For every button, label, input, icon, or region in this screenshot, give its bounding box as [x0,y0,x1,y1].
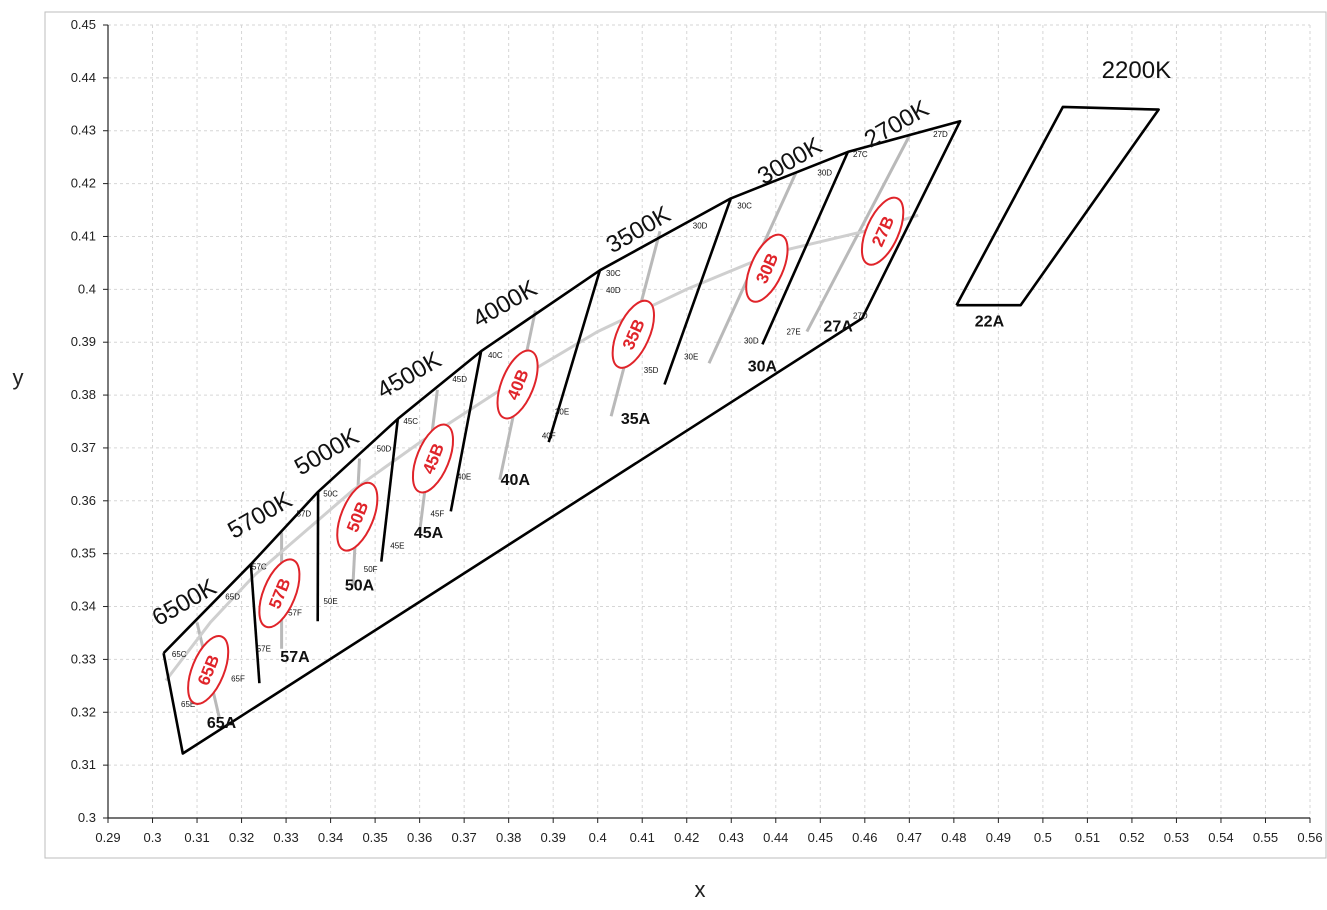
x-tick-label: 0.56 [1297,830,1322,845]
bin-a-label: 57A [280,649,310,666]
cct-label: 2200K [1102,57,1171,84]
sub-bin-label: 27E [786,327,800,336]
sub-bin-label: 30D [817,169,832,178]
sub-bin-label: 45E [390,541,404,550]
x-tick-label: 0.53 [1164,830,1189,845]
y-tick-label: 0.36 [71,493,96,508]
x-tick-label: 0.33 [273,830,298,845]
x-axis-title: x [695,877,706,902]
x-tick-label: 0.32 [229,830,254,845]
sub-bin-label: 30D [693,222,708,231]
sub-bin-label: 45C [403,417,418,426]
sub-bin-label: 30E [684,353,698,362]
bin-outline [957,107,1159,305]
y-tick-label: 0.43 [71,123,96,138]
x-tick-label: 0.49 [986,830,1011,845]
sub-bin-label: 50C [323,490,338,499]
y-tick-label: 0.4 [78,281,96,296]
x-tick-label: 0.34 [318,830,343,845]
cct-label: 4000K [468,275,542,333]
y-tick-label: 0.41 [71,228,96,243]
x-tick-label: 0.31 [184,830,209,845]
sub-bin-label: 30C [606,269,621,278]
sub-bin-label: 30D [744,336,759,345]
sub-bin-label: 35D [644,366,659,375]
x-tick-label: 0.37 [451,830,476,845]
bin-divider [251,564,260,683]
sub-bin-label: 27D [933,130,948,139]
bin-labels: 6500K5700K5000K4500K4000K3500K3000K2700K… [148,57,1172,732]
y-tick-label: 0.37 [71,440,96,455]
y-tick-label: 0.44 [71,70,96,85]
sub-bin-label: 65C [172,650,187,659]
sub-bin-label: 50F [364,565,378,574]
x-tick-label: 0.38 [496,830,521,845]
x-tick-label: 0.42 [674,830,699,845]
y-tick-label: 0.42 [71,176,96,191]
x-tick-label: 0.45 [808,830,833,845]
sub-bin-label: 40F [542,431,556,440]
sub-bin-label: 40C [488,351,503,360]
sub-bin-label: 65F [231,675,245,684]
x-tick-label: 0.5 [1034,830,1052,845]
x-tick-label: 0.3 [143,830,161,845]
y-tick-label: 0.33 [71,651,96,666]
sub-bin-label: 57D [297,510,312,519]
x-tick-label: 0.35 [362,830,387,845]
x-tick-label: 0.29 [95,830,120,845]
bin-a-label: 45A [414,525,444,542]
sub-bin-label: 57E [257,644,271,653]
x-tick-label: 0.36 [407,830,432,845]
bin-a-label: 30A [748,358,778,375]
sub-bin-label: 30E [555,408,569,417]
x-tick-label: 0.47 [897,830,922,845]
y-tick-label: 0.34 [71,599,96,614]
sub-bin-label: 27C [853,150,868,159]
bin-a-label: 65A [207,715,237,732]
sub-bin-label: 45D [452,375,467,384]
sub-bin-label: 50D [377,445,392,454]
y-tick-label: 0.45 [71,17,96,32]
bin-a-label: 40A [501,472,531,489]
sub-bin-label: 30C [737,201,752,210]
x-tick-label: 0.51 [1075,830,1100,845]
x-tick-label: 0.39 [541,830,566,845]
y-tick-label: 0.35 [71,546,96,561]
sub-bin-label: 27D [853,311,868,320]
sub-bin-label: 40D [606,286,621,295]
x-tick-label: 0.44 [763,830,788,845]
y-tick-label: 0.39 [71,334,96,349]
x-tick-label: 0.46 [852,830,877,845]
cct-label: 2700K [860,95,934,153]
cct-label: 5000K [290,423,364,481]
bin-a-label: 35A [621,411,651,428]
x-tick-label: 0.54 [1208,830,1233,845]
bin-a-label: 27A [823,319,853,336]
plot-area-frame [45,12,1326,858]
cct-label: 3000K [753,132,827,190]
x-tick-label: 0.48 [941,830,966,845]
sub-bin-label: 65D [225,593,240,602]
cct-label: 4500K [372,346,446,404]
x-tick-label: 0.41 [630,830,655,845]
sub-bin-label: 45F [431,510,445,519]
sub-bin-label: 57C [252,563,267,572]
x-tick-label: 0.55 [1253,830,1278,845]
x-tick-label: 0.52 [1119,830,1144,845]
bin-divider [381,419,398,562]
y-tick-label: 0.3 [78,810,96,825]
sub-bin-label: 40E [457,473,471,482]
x-tick-label: 0.4 [589,830,607,845]
grid-lines [108,25,1310,818]
y-tick-label: 0.31 [71,757,96,772]
y-tick-label: 0.32 [71,704,96,719]
y-axis-title: y [13,365,24,390]
sub-bin-label: 50E [323,597,337,606]
bin-a-label: 22A [975,313,1005,330]
y-tick-label: 0.38 [71,387,96,402]
x-tick-label: 0.43 [719,830,744,845]
bin-a-label: 50A [345,578,375,595]
